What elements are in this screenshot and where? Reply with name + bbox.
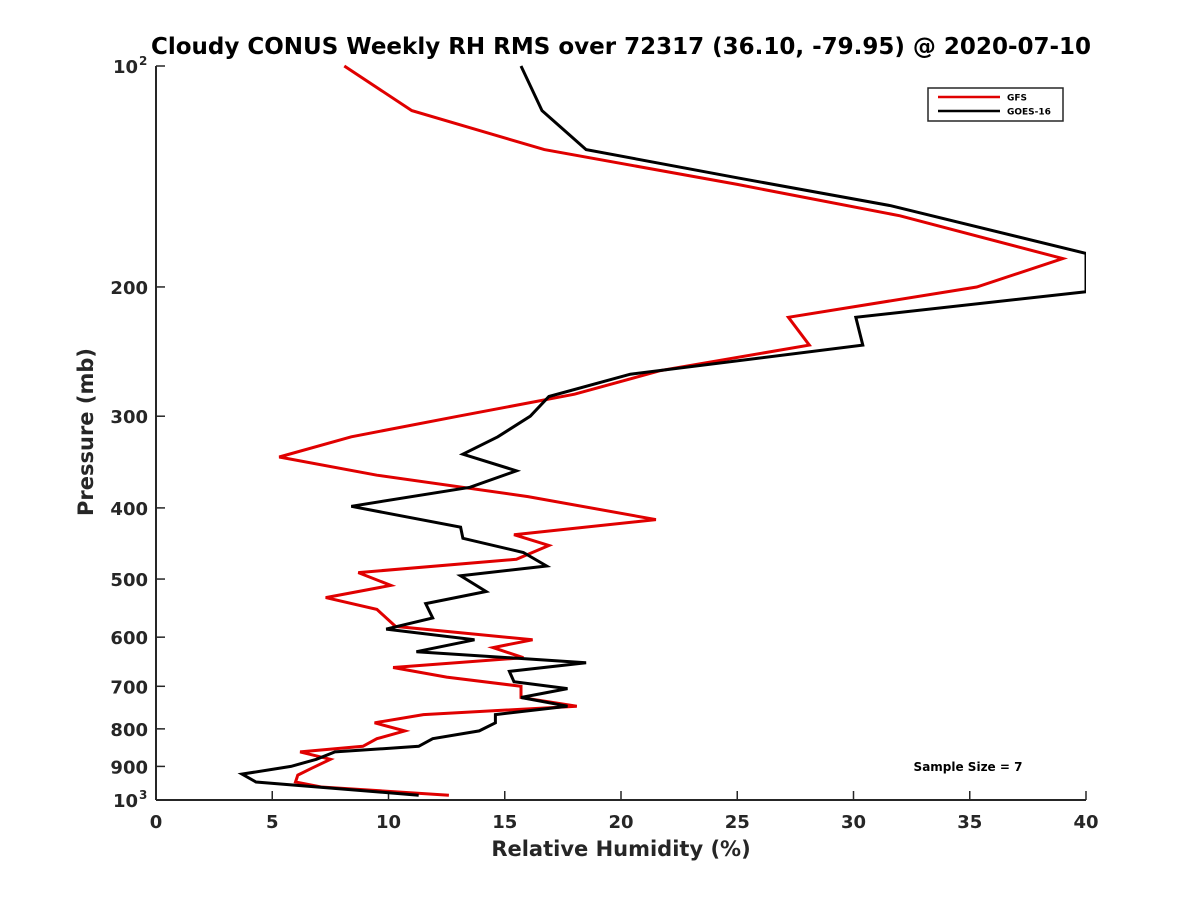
x-tick-label: 15 <box>492 812 517 833</box>
y-tick-label: 500 <box>110 570 148 591</box>
series-lines <box>237 64 1086 797</box>
x-tick-label: 35 <box>957 812 982 833</box>
series-line-goes-16 <box>237 65 1086 797</box>
y-tick-exponent: 2 <box>139 54 147 68</box>
axes <box>155 65 1087 801</box>
legend-entry-label: GOES-16 <box>1007 108 1051 118</box>
x-tick-label: 10 <box>376 812 401 833</box>
chart-title: Cloudy CONUS Weekly RH RMS over 72317 (3… <box>151 34 1091 60</box>
x-tick-label: 30 <box>841 812 866 833</box>
y-axis-label: Pressure (mb) <box>74 348 98 516</box>
x-tick-label: 20 <box>608 812 633 833</box>
y-tick-label: 300 <box>110 407 148 428</box>
legend-entry-label: GFS <box>1007 94 1027 104</box>
legend: GFS GOES-16 <box>927 87 1064 122</box>
y-tick-label: 200 <box>110 278 148 299</box>
x-tick-label: 40 <box>1073 812 1098 833</box>
y-tick-exponent: 3 <box>139 788 147 802</box>
legend-box <box>927 87 1064 122</box>
x-tick-label: 5 <box>266 812 279 833</box>
y-tick-label: 700 <box>110 677 148 698</box>
y-tick-label: 600 <box>110 628 148 649</box>
series-line-gfs <box>278 64 1069 797</box>
y-tick-label: 10 <box>113 57 138 78</box>
y-tick-label: 10 <box>113 791 138 812</box>
x-axis-label: Relative Humidity (%) <box>491 837 750 861</box>
sample-size-annotation: Sample Size = 7 <box>914 760 1023 774</box>
x-tick-label: 25 <box>725 812 750 833</box>
y-tick-label: 400 <box>110 499 148 520</box>
x-tick-label: 0 <box>150 812 163 833</box>
y-tick-label: 900 <box>110 757 148 778</box>
y-tick-label: 800 <box>110 720 148 741</box>
